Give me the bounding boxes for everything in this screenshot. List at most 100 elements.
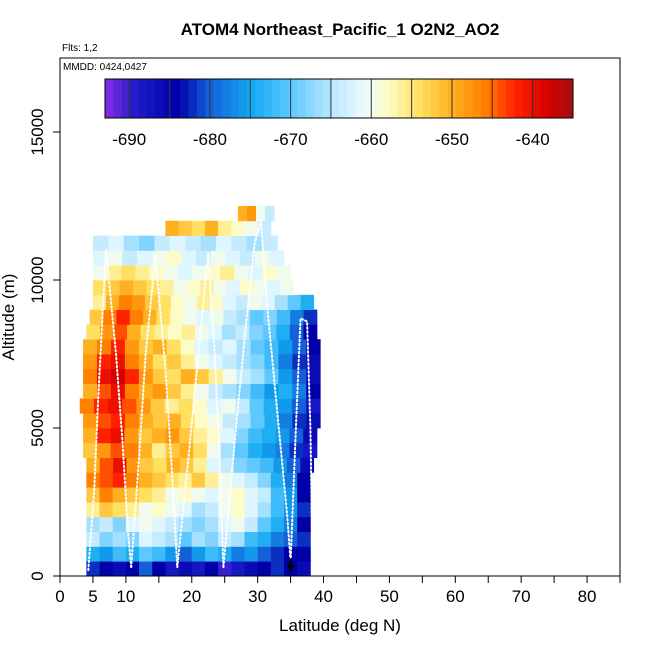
heatmap-cell-12-15: [292, 383, 307, 399]
heatmap-cell-22-0: [92, 235, 109, 251]
heatmap-cell-12-10: [222, 383, 237, 399]
x-tick-label: 70: [512, 587, 531, 606]
heatmap-cell-18-6: [170, 294, 185, 310]
heatmap-cell-18-10: [222, 294, 237, 310]
heatmap-cell-17-5: [156, 309, 171, 325]
heatmap-cell-13-12: [250, 368, 265, 384]
colorbar-segment-1: [113, 79, 123, 118]
heatmap-cell-2-13: [257, 531, 272, 547]
heatmap-cell-19-14: [280, 280, 295, 296]
heatmap-cell-0-5: [152, 561, 166, 577]
heatmap-cell-3-12: [244, 516, 259, 532]
colorbar-segment-38: [422, 79, 432, 118]
heatmap-cell-13-6: [166, 368, 182, 384]
heatmap-cell-4-12: [244, 502, 259, 518]
heatmap-cell-4-8: [191, 502, 206, 518]
heatmap-cell-3-9: [204, 516, 219, 532]
heatmap-cell-18-5: [157, 294, 172, 310]
heatmap-cell-7-1: [99, 457, 114, 473]
heatmap-cell-18-11: [235, 294, 250, 310]
heatmap-cell-10-10: [222, 413, 237, 429]
heatmap-cell-18-12: [248, 294, 263, 310]
heatmap-cell-18-2: [118, 294, 133, 310]
heatmap-cell-9-9: [206, 428, 222, 444]
heatmap-cell-9-5: [151, 428, 167, 444]
colorbar: -690 -680 -670 -660 -650 -640: [104, 78, 574, 149]
heatmap-cell-21-1: [107, 250, 123, 266]
heatmap-cell-7-13: [260, 457, 274, 473]
colorbar-segment-29: [347, 79, 357, 118]
heatmap-cell-21-8: [210, 250, 226, 266]
colorbar-segment-8: [171, 79, 181, 118]
heatmap-cell-7-0: [86, 457, 101, 473]
heatmap-cell-12-4: [138, 383, 154, 399]
heatmap-cell-17-10: [223, 309, 238, 325]
colorbar-segment-44: [472, 79, 482, 118]
max-altitude-marker: [286, 558, 295, 573]
colorbar-segment-31: [364, 79, 373, 118]
heatmap-cell-12-1: [97, 383, 112, 399]
heatmap-cell-7-6: [166, 457, 181, 473]
heatmap-cell-4-16: [297, 502, 311, 518]
heatmap-cell-0-8: [191, 561, 206, 577]
heatmap-cell-23-3: [204, 220, 219, 236]
heatmap-cell-13-1: [97, 368, 112, 384]
x-tick-label: 60: [446, 587, 465, 606]
heatmap-cell-21-2: [122, 250, 138, 266]
heatmap-cell-4-2: [112, 502, 127, 518]
colorbar-tick-label: -660: [354, 130, 388, 149]
heatmap-cell-3-10: [218, 516, 232, 532]
heatmap-cell-8-4: [138, 442, 153, 458]
heatmap-cell-3-16: [297, 516, 311, 532]
heatmap-cell-17-15: [290, 309, 304, 325]
heatmap-cell-16-16: [303, 324, 318, 340]
heatmap-cell-7-9: [206, 457, 221, 473]
heatmap-cell-1-11: [231, 546, 245, 562]
heatmap-cell-15-7: [180, 339, 196, 355]
colorbar-segment-37: [414, 79, 424, 118]
heatmap-cell-0-13: [257, 561, 272, 577]
heatmap-cell-8-5: [151, 442, 167, 458]
heatmap-cell-5-11: [231, 487, 245, 503]
heatmap-cell-6-8: [191, 472, 206, 488]
heatmap-cell-19-8: [200, 280, 214, 296]
x-tick-label: 30: [248, 587, 267, 606]
colorbar-segment-50: [522, 79, 532, 118]
heatmap-cell-20-8: [205, 265, 221, 281]
heatmap-cell-7-10: [220, 457, 234, 473]
heatmap-cell-3-1: [99, 516, 114, 532]
heatmap-cell-13-5: [152, 368, 168, 384]
heatmap-cell-19-7: [186, 280, 201, 296]
heatmap-cell-2-12: [244, 531, 259, 547]
heatmap-cell-5-12: [244, 487, 259, 503]
heatmap-cell-17-7: [183, 309, 198, 325]
heatmap-cell-8-1: [96, 442, 111, 458]
y-tick-label: 10000: [28, 256, 47, 303]
heatmap-cell-8-12: [248, 442, 263, 458]
colorbar-segment-14: [222, 79, 231, 118]
heatmap-cell-20-1: [107, 265, 122, 281]
flight-track-5: [207, 252, 225, 569]
heatmap-cell-16-2: [113, 324, 128, 340]
flight-track-1: [105, 249, 133, 569]
heatmap-cell-0-11: [231, 561, 245, 577]
heatmap-cell-20-3: [135, 265, 150, 281]
colorbar-segment-40: [439, 79, 449, 118]
heatmap-cell-19-11: [240, 280, 255, 296]
heatmap-cell-13-8: [194, 368, 210, 384]
colorbar-segment-4: [138, 79, 148, 118]
colorbar-tick-label: -670: [274, 130, 308, 149]
x-tick-label: 80: [578, 587, 597, 606]
heatmap-cell-0-6: [165, 561, 179, 577]
heatmap-cell-20-6: [177, 265, 193, 281]
heatmap-cell-13-2: [110, 368, 126, 384]
colorbar-segment-48: [506, 79, 515, 118]
heatmap-cell-3-2: [112, 516, 127, 532]
heatmap-cell-12-7: [180, 383, 196, 399]
plot-frame: [59, 57, 621, 577]
heatmap-cell-22-4: [154, 235, 171, 251]
flight-track-6: [222, 243, 256, 569]
heatmap-cell-9-14: [275, 428, 290, 444]
x-tick-label: 5: [88, 587, 97, 606]
heatmap-cell-11-13: [263, 398, 279, 414]
